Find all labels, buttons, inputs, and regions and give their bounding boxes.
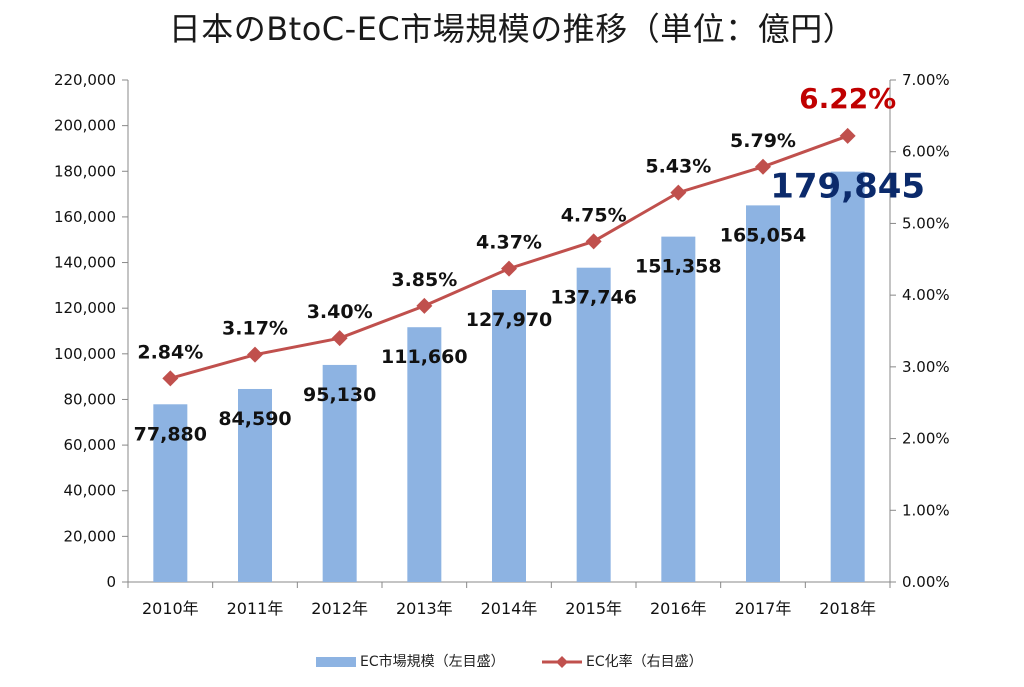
right-tick-label: 1.00%	[902, 501, 950, 519]
bar	[661, 236, 696, 582]
bar	[830, 171, 865, 582]
right-tick-label: 2.00%	[902, 430, 950, 448]
left-tick-label: 220,000	[54, 71, 116, 89]
x-tick-label: 2010年	[142, 599, 199, 618]
rate-point	[670, 184, 687, 201]
left-tick-label: 160,000	[54, 208, 116, 226]
bar-value-label: 127,970	[466, 309, 553, 331]
rate-value-label: 3.17%	[222, 318, 288, 340]
rate-value-label: 3.40%	[307, 301, 373, 323]
rate-value-label: 5.43%	[645, 156, 711, 178]
rate-point	[839, 127, 856, 144]
bar	[238, 388, 272, 582]
legend-line-label: EC化率（右目盛）	[586, 653, 703, 670]
x-tick-label: 2016年	[650, 599, 707, 618]
x-tick-label: 2011年	[227, 599, 284, 618]
right-tick-label: 3.00%	[902, 358, 950, 376]
x-tick-label: 2013年	[396, 599, 453, 618]
rate-value-label: 5.79%	[730, 130, 796, 152]
bar	[746, 205, 780, 583]
legend-line-marker	[556, 656, 568, 668]
bar-value-label: 111,660	[381, 346, 468, 368]
bar-value-label: 95,130	[303, 384, 376, 406]
rate-value-label: 6.22%	[799, 82, 896, 115]
rate-point	[247, 346, 263, 363]
right-tick-label: 6.00%	[902, 143, 950, 161]
bar	[492, 289, 526, 582]
rate-value-label: 4.75%	[561, 204, 627, 226]
rate-value-label: 3.85%	[391, 269, 457, 291]
rate-value-label: 4.37%	[476, 232, 542, 254]
bar-value-label: 165,054	[720, 224, 807, 246]
bar	[153, 404, 188, 582]
right-tick-label: 0.00%	[902, 573, 950, 591]
left-tick-label: 180,000	[54, 162, 116, 180]
rate-value-label: 2.84%	[137, 341, 203, 363]
rate-point	[501, 260, 517, 277]
rate-point	[416, 297, 433, 314]
left-tick-label: 120,000	[54, 299, 116, 317]
rate-point	[755, 158, 771, 175]
left-tick-label: 200,000	[54, 117, 116, 135]
rate-point	[162, 370, 179, 387]
right-tick-label: 5.00%	[902, 214, 950, 232]
left-tick-label: 140,000	[54, 254, 116, 272]
x-tick-label: 2017年	[735, 599, 792, 618]
chart-title: 日本のBtoC-EC市場規模の推移（単位：億円）	[168, 10, 856, 48]
x-tick-label: 2018年	[819, 599, 876, 618]
x-tick-label: 2012年	[311, 599, 368, 618]
bar	[407, 327, 442, 582]
right-tick-label: 4.00%	[902, 286, 950, 304]
x-tick-label: 2015年	[565, 599, 622, 618]
bar-value-label: 179,845	[770, 167, 925, 207]
bar-value-label: 137,746	[550, 287, 637, 309]
rate-point	[585, 233, 602, 250]
legend-bar-label: EC市場規模（左目盛）	[360, 653, 505, 670]
left-tick-label: 0	[106, 573, 116, 591]
bar-value-label: 151,358	[635, 256, 722, 278]
legend-bar-swatch	[316, 657, 356, 667]
bar	[576, 267, 611, 582]
bar	[322, 364, 357, 582]
left-tick-label: 20,000	[64, 527, 117, 545]
left-tick-label: 80,000	[64, 390, 117, 408]
bar-value-label: 84,590	[218, 408, 291, 430]
bar-value-label: 77,880	[134, 423, 207, 445]
left-tick-label: 100,000	[54, 345, 116, 363]
right-tick-label: 7.00%	[902, 71, 950, 89]
left-tick-label: 40,000	[64, 482, 117, 500]
x-tick-label: 2014年	[481, 599, 538, 618]
left-tick-label: 60,000	[64, 436, 117, 454]
rate-point	[331, 330, 348, 347]
